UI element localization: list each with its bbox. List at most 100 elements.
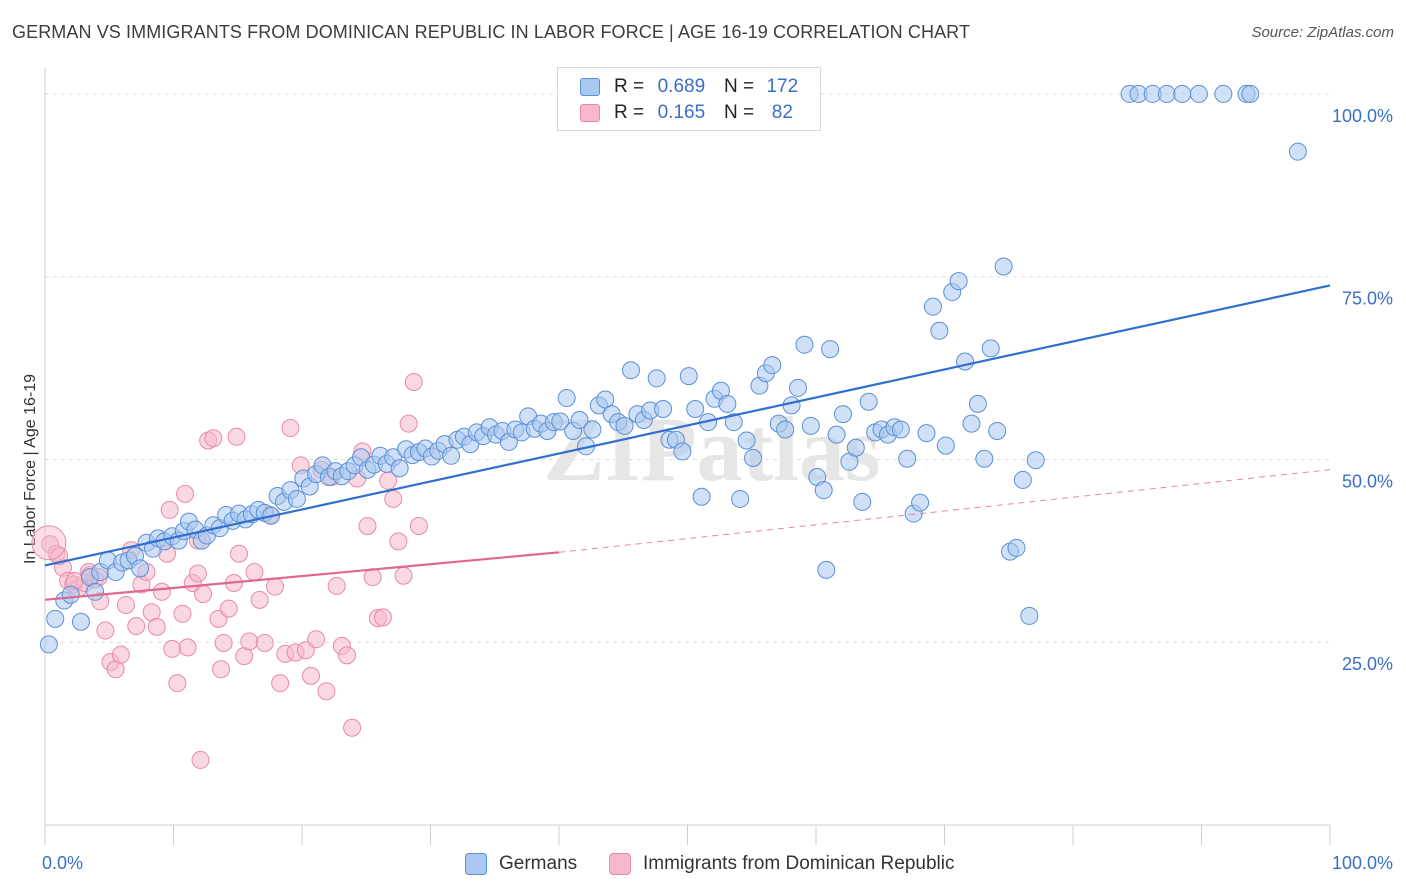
- blue-data-point: [949, 272, 968, 291]
- pink-data-point: [317, 682, 336, 701]
- blue-data-point: [287, 489, 306, 508]
- pink-data-point: [214, 633, 233, 652]
- blue-data-point: [131, 559, 150, 578]
- blue-data-point: [898, 449, 917, 468]
- blue-data-point: [1013, 470, 1032, 489]
- x-tick-label: 0.0%: [42, 853, 83, 873]
- pink-data-point: [250, 590, 269, 609]
- pink-data-point: [373, 608, 392, 627]
- blue-data-point: [1288, 142, 1307, 161]
- pink-data-point: [163, 639, 182, 658]
- blue-data-point: [724, 413, 743, 432]
- blue-data-point: [930, 321, 949, 340]
- blue-data-point: [718, 394, 737, 413]
- blue-data-point: [1020, 606, 1039, 625]
- blue-data-point: [988, 421, 1007, 440]
- blue-data-point: [442, 446, 461, 465]
- blue-data-point: [1189, 84, 1208, 103]
- pink-data-point: [281, 419, 300, 438]
- pink-data-point: [227, 427, 246, 446]
- blue-data-point: [1007, 538, 1026, 557]
- legend-r-value: 0.165: [657, 102, 706, 123]
- stats-legend: R = 0.689 N = 172 R = 0.165 N = 82: [557, 67, 821, 131]
- y-tick-label: 25.0%: [1342, 654, 1393, 674]
- pink-data-point: [127, 617, 146, 636]
- pink-trendline: [44, 551, 560, 601]
- blue-data-point: [801, 416, 820, 435]
- blue-data-point: [1173, 84, 1192, 103]
- pink-data-point: [191, 750, 210, 769]
- bottom-legend-swatch-pink: [609, 853, 631, 875]
- blue-data-point: [981, 339, 1000, 358]
- blue-data-point: [814, 481, 833, 500]
- blue-data-point: [679, 367, 698, 386]
- blue-data-point: [737, 431, 756, 450]
- blue-data-point: [891, 420, 910, 439]
- trendlines: [44, 284, 1331, 601]
- pink-data-point: [245, 563, 264, 582]
- blue-data-point: [846, 438, 865, 457]
- blue-data-point: [570, 410, 589, 429]
- legend-row-dominican: R = 0.165 N = 82: [580, 100, 805, 126]
- pink-data-point: [178, 638, 197, 657]
- blue-data-point: [615, 416, 634, 435]
- blue-data-point: [923, 297, 942, 316]
- pink-data-point: [31, 525, 67, 561]
- blue-data-point: [86, 582, 105, 601]
- blue-data-point: [833, 405, 852, 424]
- legend-swatch-blue: [580, 78, 600, 96]
- blue-data-point: [956, 352, 975, 371]
- blue-data-point: [911, 493, 930, 512]
- pink-trendline-extension: [558, 469, 1331, 553]
- blue-data-point: [968, 394, 987, 413]
- pink-data-point: [147, 617, 166, 636]
- pink-data-point: [111, 645, 130, 664]
- legend-swatch-pink: [580, 104, 600, 122]
- x-tick-label: 100.0%: [1332, 853, 1393, 873]
- legend-row-germans: R = 0.689 N = 172: [580, 74, 805, 100]
- pink-data-point: [271, 674, 290, 693]
- blue-data-point: [1241, 84, 1260, 103]
- pink-data-point: [399, 414, 418, 433]
- blue-data-point: [917, 424, 936, 443]
- blue-data-point: [673, 442, 692, 461]
- pink-data-point: [194, 584, 213, 603]
- pink-data-point: [307, 630, 326, 649]
- pink-data-point: [160, 500, 179, 519]
- bottom-legend-dominican: Immigrants from Dominican Republic: [609, 851, 955, 877]
- blue-data-point: [763, 356, 782, 375]
- pink-data-point: [363, 568, 382, 587]
- blue-data-point: [776, 420, 795, 439]
- blue-data-point: [936, 436, 955, 455]
- blue-data-point: [557, 389, 576, 408]
- blue-data-point: [1214, 84, 1233, 103]
- blue-data-point: [795, 335, 814, 354]
- blue-data-point: [692, 487, 711, 506]
- y-tick-label: 100.0%: [1332, 106, 1393, 126]
- source-credit: Source: ZipAtlas.com: [1251, 24, 1394, 41]
- bottom-legend-germans: Germans: [465, 851, 577, 877]
- pink-data-point: [116, 595, 135, 614]
- legend-n-value: 82: [771, 102, 793, 123]
- pink-data-point: [212, 660, 231, 679]
- legend-n-label: N =: [723, 76, 755, 97]
- pink-data-point: [327, 576, 346, 595]
- blue-data-point: [962, 414, 981, 433]
- blue-data-point: [551, 412, 570, 431]
- blue-data-point: [744, 449, 763, 468]
- blue-data-point: [647, 369, 666, 388]
- blue-data-point: [71, 612, 90, 631]
- tick-labels: 25.0% 50.0% 75.0% 100.0% 0.0% 100.0%: [42, 106, 1393, 873]
- blue-data-point: [46, 609, 65, 628]
- pink-data-point: [266, 577, 285, 596]
- legend-n-label: N =: [723, 102, 755, 123]
- legend-n-value: 172: [766, 76, 799, 97]
- blue-data-point: [39, 635, 58, 654]
- blue-data-point: [859, 392, 878, 411]
- pink-data-point: [168, 674, 187, 693]
- legend-r-label: R =: [614, 102, 645, 123]
- blue-data-point: [975, 449, 994, 468]
- legend-r-value: 0.689: [657, 76, 706, 97]
- y-tick-label: 50.0%: [1342, 471, 1393, 491]
- pink-data-point: [389, 532, 408, 551]
